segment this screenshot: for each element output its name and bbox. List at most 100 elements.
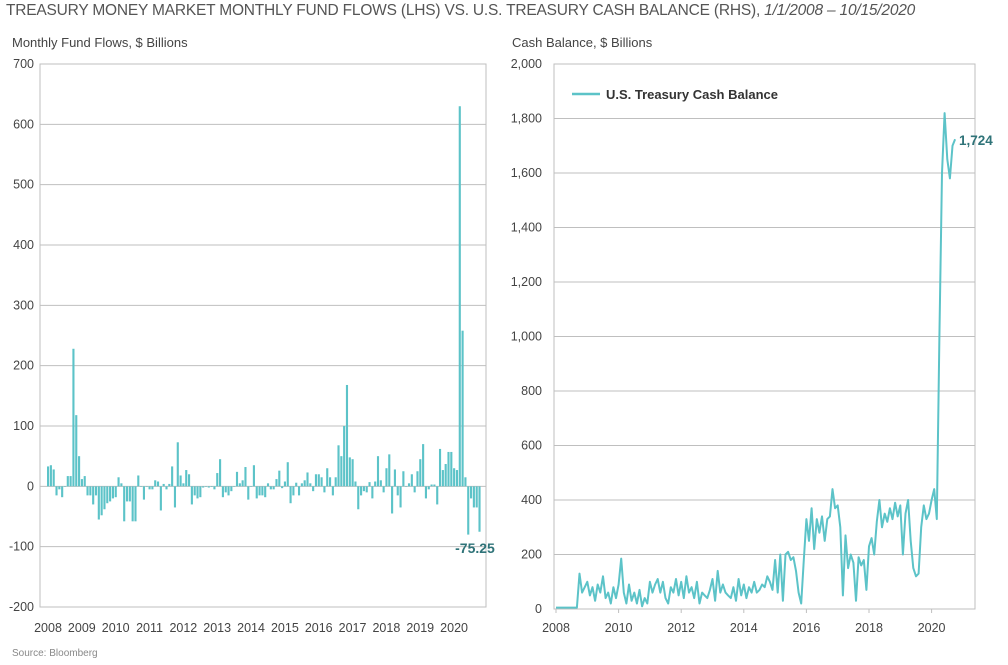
fund-flow-bar	[441, 470, 444, 487]
fund-flow-bar	[151, 486, 154, 490]
left-x-tick-label: 2008	[34, 621, 62, 635]
fund-flow-bar	[221, 486, 224, 498]
fund-flow-bar	[393, 469, 396, 487]
chart-title: TREASURY MONEY MARKET MONTHLY FUND FLOWS…	[6, 2, 916, 19]
fund-flow-bar	[202, 486, 205, 488]
right-y-tick-label: 0	[535, 602, 542, 616]
fund-flow-bar	[92, 486, 95, 505]
cash-balance-line	[556, 112, 957, 609]
fund-flow-bar	[470, 486, 473, 499]
fund-flow-bar	[399, 486, 402, 508]
last-value-label: -75.25	[455, 540, 495, 556]
right-x-tick-label: 2018	[855, 621, 883, 635]
fund-flow-bar	[49, 465, 52, 487]
fund-flow-bar	[86, 486, 89, 496]
right-y-tick-label: 1,000	[511, 330, 542, 344]
fund-flow-bar	[207, 486, 210, 488]
right-x-tick-label: 2008	[542, 621, 570, 635]
fund-flow-bar	[379, 480, 382, 487]
right-x-tick-label: 2016	[792, 621, 820, 635]
fund-flow-bar	[357, 486, 360, 510]
fund-flow-bar	[472, 486, 475, 508]
fund-flow-bar	[72, 348, 75, 487]
fund-flow-bar	[368, 482, 371, 487]
right-x-tick-label: 2012	[667, 621, 695, 635]
right-y-tick-label: 1,600	[511, 166, 542, 180]
fund-flow-bar	[227, 486, 230, 496]
fund-flow-bar	[219, 459, 222, 487]
fund-flow-bar	[461, 330, 464, 487]
fund-flow-bar	[272, 486, 275, 490]
right-y-tick-label: 800	[521, 384, 542, 398]
fund-flow-bar	[190, 486, 193, 505]
right-x-tick-label: 2014	[730, 621, 758, 635]
fund-flow-bar	[188, 474, 191, 487]
fund-flow-bar	[55, 486, 58, 496]
fund-flow-bar	[348, 457, 351, 487]
fund-flow-bar	[193, 486, 196, 496]
fund-flow-bar	[340, 456, 343, 487]
left-y-tick-label: 300	[13, 298, 34, 312]
fund-flow-bar	[447, 451, 450, 487]
left-y-tick-label: 0	[27, 479, 34, 493]
fund-flow-bar	[78, 456, 81, 487]
fund-flow-bar	[224, 486, 227, 493]
fund-flow-bar	[159, 486, 162, 511]
fund-flow-bar	[168, 483, 171, 487]
left-x-tick-label: 2014	[237, 621, 265, 635]
left-y-tick-label: 500	[13, 178, 34, 192]
fund-flow-bar	[295, 482, 298, 487]
fund-flow-bar	[444, 464, 447, 487]
fund-flow-bar	[343, 426, 346, 487]
fund-flow-bar	[475, 486, 478, 508]
fund-flow-bar	[210, 486, 213, 487]
fund-flow-bar	[252, 465, 255, 487]
fund-flow-bar	[173, 486, 177, 508]
fund-flow-bar	[145, 486, 148, 487]
fund-flow-bar	[255, 486, 258, 499]
fund-flow-bar	[286, 462, 289, 487]
fund-flow-bar	[334, 477, 337, 487]
fund-flow-bar	[407, 483, 411, 487]
fund-flow-bar	[427, 486, 430, 490]
fund-flow-bar	[312, 486, 315, 492]
fund-flow-bar	[247, 486, 250, 500]
left-x-tick-label: 2018	[372, 621, 400, 635]
fund-flow-bar	[58, 486, 61, 490]
fund-flow-bar	[331, 486, 334, 496]
fund-flow-bar	[453, 468, 456, 487]
fund-flow-bar	[371, 486, 374, 499]
fund-flow-bar	[289, 486, 292, 504]
fund-flow-bar	[410, 474, 413, 487]
left-x-tick-label: 2012	[169, 621, 197, 635]
left-y-tick-label: -200	[9, 600, 34, 614]
fund-flow-bar	[182, 483, 185, 487]
fund-flow-bar	[47, 466, 50, 487]
left-y-tick-label: -100	[9, 540, 34, 554]
fund-flow-bar	[317, 474, 320, 487]
source-note: Source: Bloomberg	[12, 648, 98, 659]
fund-flow-bar	[111, 486, 114, 499]
right-y-tick-label: 200	[521, 548, 542, 562]
fund-flow-bar	[244, 467, 247, 487]
fund-flow-bar	[419, 459, 422, 487]
right-y-axis-label: Cash Balance, $ Billions	[512, 35, 653, 50]
fund-flow-bar	[80, 479, 83, 487]
fund-flow-bar	[467, 486, 470, 535]
legend-label: U.S. Treasury Cash Balance	[606, 87, 778, 102]
fund-flow-bar	[478, 486, 481, 532]
fund-flow-bar	[382, 486, 385, 493]
fund-flow-bar	[165, 486, 168, 490]
fund-flow-bar	[337, 445, 340, 487]
fund-flow-bar	[258, 486, 261, 496]
fund-flow-bar	[176, 442, 179, 487]
fund-flow-bar	[269, 486, 272, 490]
fund-flow-bar	[63, 486, 67, 487]
fund-flow-bar	[162, 483, 165, 487]
fund-flow-bar	[264, 486, 267, 498]
left-x-tick-label: 2016	[305, 621, 333, 635]
fund-flow-bar	[52, 469, 55, 487]
fund-flow-bar	[97, 486, 100, 520]
left-y-tick-label: 700	[13, 57, 34, 71]
fund-flow-bar	[416, 471, 419, 487]
